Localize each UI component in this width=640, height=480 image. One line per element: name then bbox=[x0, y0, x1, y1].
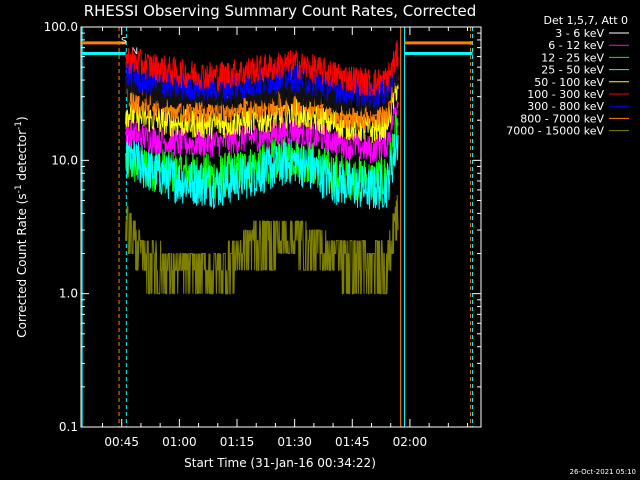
legend-label: 7000 - 15000 keV bbox=[506, 125, 604, 138]
flag-bar-left-cyan bbox=[82, 51, 127, 55]
series-line-800-7000-kev bbox=[125, 60, 399, 130]
y-tick-label: 10.0 bbox=[51, 153, 78, 167]
series-line-7000-15000-kev bbox=[125, 194, 399, 295]
y-axis-label: Corrected Count Rate (s-1 detector-1) bbox=[14, 116, 29, 337]
x-axis: 00:45 01:00 01:15 01:30 01:45 02:00 bbox=[102, 27, 469, 449]
legend-label: 12 - 25 keV bbox=[541, 51, 604, 64]
x-tick-label: 00:45 bbox=[104, 435, 139, 449]
y-tick-label: 100.0 bbox=[44, 20, 78, 34]
legend-label: 50 - 100 keV bbox=[534, 76, 604, 89]
flag-bar-right-orange bbox=[404, 41, 473, 45]
flag-label-s: S bbox=[121, 37, 127, 47]
y-axis: 0.1 1.0 10.0 100.0 bbox=[44, 20, 481, 434]
series-line-100-300-kev bbox=[125, 40, 399, 97]
y-tick-label: 0.1 bbox=[59, 420, 78, 434]
flag-bar-right-cyan bbox=[404, 51, 473, 55]
y-axis-label-main: Corrected Count Rate (s bbox=[15, 193, 29, 337]
x-tick-label: 01:30 bbox=[277, 435, 312, 449]
series-line-25-50-kev bbox=[125, 131, 399, 210]
y-tick-label: 1.0 bbox=[59, 287, 78, 301]
x-tick-label: 01:15 bbox=[220, 435, 255, 449]
y-axis-label-sup2: -1 bbox=[14, 121, 24, 130]
series-line-6-12-kev bbox=[125, 101, 399, 164]
plot-frame bbox=[80, 26, 482, 428]
y-axis-label-sup: -1 bbox=[14, 184, 24, 193]
legend-header: Det 1,5,7, Att 0 bbox=[544, 14, 628, 27]
x-axis-label: Start Time (31-Jan-16 00:34:22) bbox=[184, 456, 376, 470]
flag-label-n: N bbox=[131, 47, 138, 57]
y-axis-label-end: ) bbox=[15, 116, 29, 121]
legend-label: 6 - 12 keV bbox=[548, 39, 604, 52]
x-tick-label: 02:00 bbox=[393, 435, 428, 449]
timestamp: 26-Oct-2021 05:10 bbox=[570, 468, 636, 476]
y-axis-label-mid: detector bbox=[15, 130, 29, 185]
x-tick-label: 01:00 bbox=[162, 435, 197, 449]
legend-label: 25 - 50 keV bbox=[541, 64, 604, 77]
flag-bar-left-orange bbox=[82, 41, 127, 45]
series-line-50-100-kev bbox=[125, 81, 399, 143]
plot-area: SN bbox=[81, 27, 474, 427]
legend-label: 300 - 800 keV bbox=[527, 100, 604, 113]
x-tick-label: 01:45 bbox=[335, 435, 370, 449]
legend-label: 3 - 6 keV bbox=[555, 27, 604, 40]
legend-label: 100 - 300 keV bbox=[527, 88, 604, 101]
chart-title: RHESSI Observing Summary Count Rates, Co… bbox=[84, 2, 477, 20]
legend-label: 800 - 7000 keV bbox=[520, 112, 604, 125]
